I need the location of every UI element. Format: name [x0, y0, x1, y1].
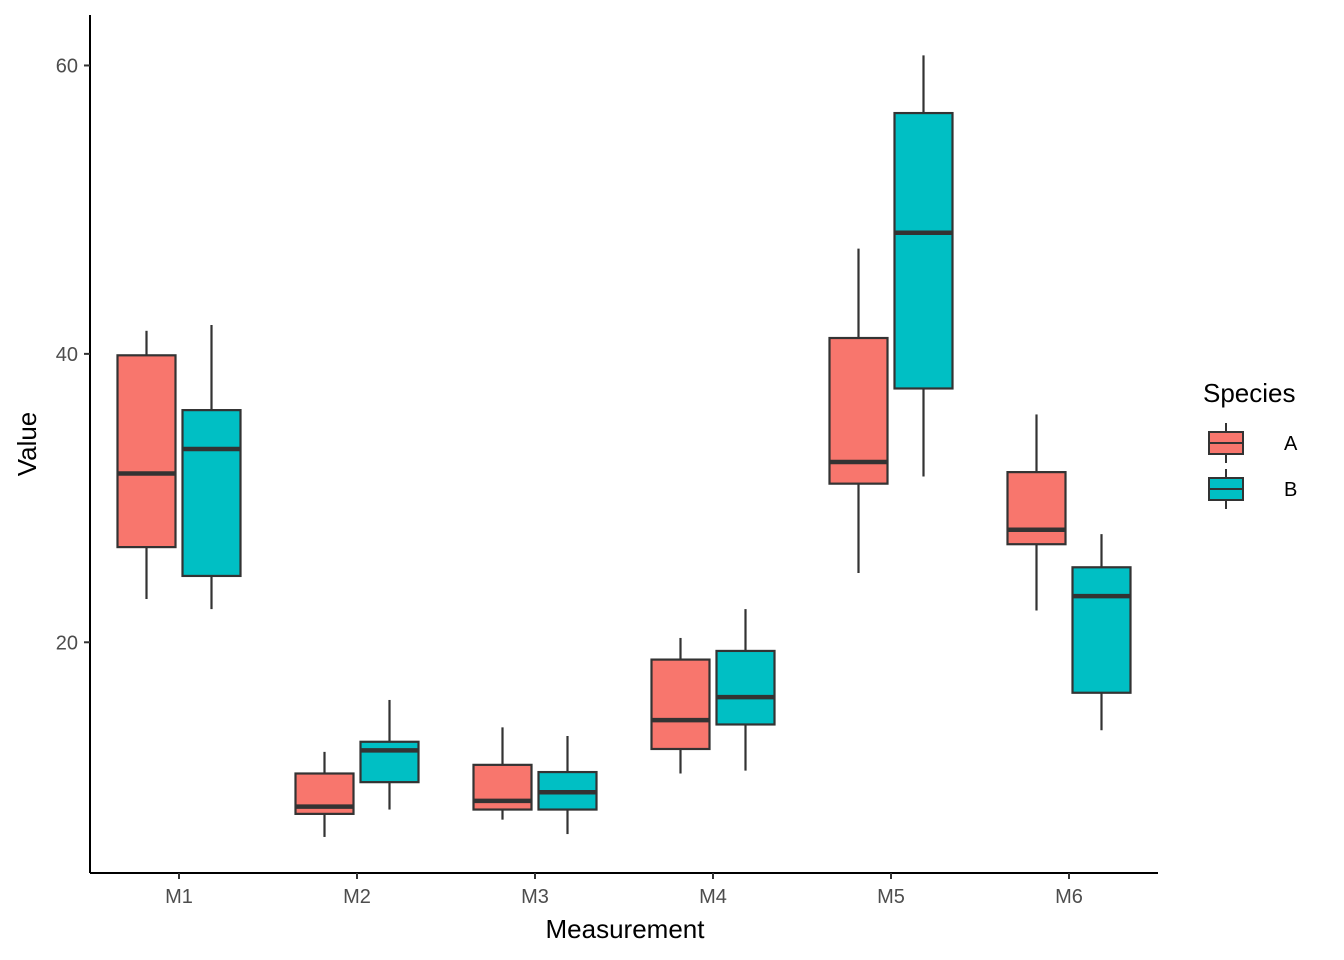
- legend-item-B: B: [1208, 469, 1297, 509]
- legend-item-A: A: [1208, 423, 1298, 463]
- box-B-M5: [893, 55, 954, 477]
- x-tick-label: M5: [877, 886, 905, 908]
- x-tick-label: M3: [521, 886, 549, 908]
- y-tick-label: 20: [56, 632, 78, 654]
- x-axis-title: Measurement: [546, 914, 706, 944]
- legend-label: B: [1284, 479, 1297, 501]
- box-B-M3: [537, 736, 598, 835]
- box-A-M4: [650, 637, 711, 774]
- box-iqr: [1006, 471, 1067, 546]
- box-iqr: [359, 740, 420, 784]
- box-iqr: [116, 354, 177, 549]
- x-tick-label: M4: [699, 886, 727, 908]
- box-iqr: [893, 111, 954, 390]
- box-iqr: [181, 409, 242, 578]
- box-iqr: [715, 649, 776, 726]
- box-A-M3: [472, 727, 533, 820]
- box-A-M6: [1006, 414, 1067, 611]
- y-tick-label: 60: [56, 55, 78, 77]
- y-tick-label: 40: [56, 344, 78, 366]
- x-tick-label: M2: [343, 886, 371, 908]
- box-iqr: [650, 658, 711, 751]
- box-B-M2: [359, 699, 420, 810]
- legend-title: Species: [1203, 378, 1296, 408]
- box-B-M1: [181, 325, 242, 610]
- axes: 20 40 60 M1 M2 M3 M4 M5 M6: [56, 15, 1158, 908]
- box-B-M6: [1071, 534, 1132, 731]
- box-A-M1: [116, 330, 177, 600]
- box-iqr: [828, 336, 889, 485]
- box-B-M4: [715, 609, 776, 771]
- legend: Species A B: [1203, 378, 1298, 509]
- x-tick-label: M6: [1055, 886, 1083, 908]
- y-axis-title: Value: [12, 412, 42, 477]
- x-tick-label: M1: [165, 886, 193, 908]
- legend-label: A: [1284, 433, 1298, 455]
- box-A-M5: [828, 248, 889, 574]
- box-iqr: [1071, 566, 1132, 694]
- plot-area: [116, 55, 1132, 837]
- box-A-M2: [294, 751, 355, 837]
